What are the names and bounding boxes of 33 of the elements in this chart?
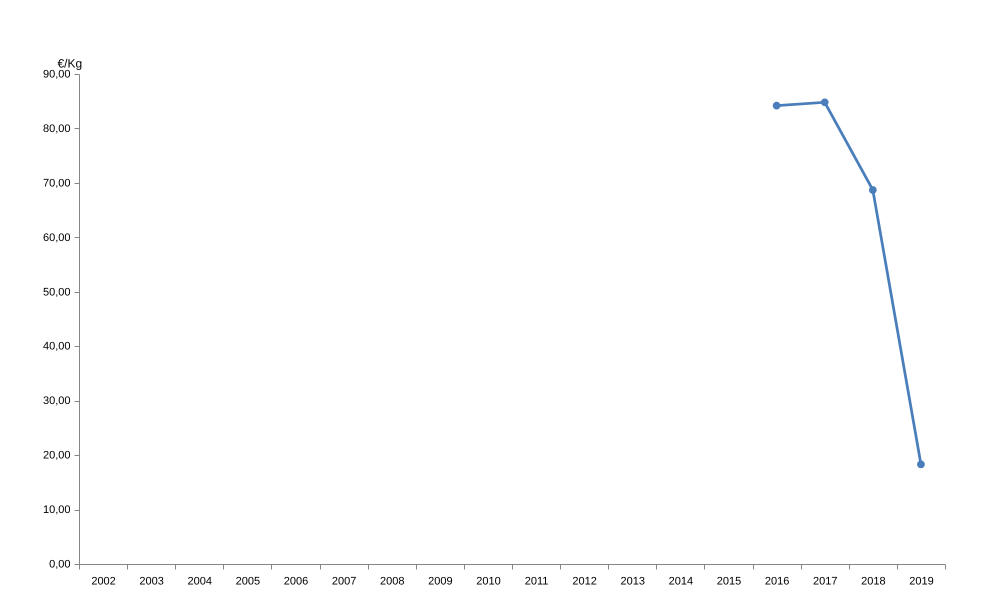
y-axis-title: €/Kg	[58, 56, 82, 70]
y-tick-label: 80,00	[42, 122, 70, 135]
x-tick-label: 2017	[812, 576, 838, 588]
x-tick-label: 2010	[476, 576, 501, 588]
x-tick-label: 2014	[668, 576, 694, 588]
x-tick-label: 2006	[284, 576, 308, 588]
x-tick-label: 2018	[861, 576, 886, 588]
x-tick-label: 2011	[524, 576, 548, 588]
y-tick-label: 70,00	[42, 177, 70, 190]
x-tick-label: 2012	[572, 576, 597, 588]
x-tick-label: 2019	[909, 576, 934, 588]
x-tick-label: 2004	[188, 576, 212, 588]
y-tick-label: 90,00	[42, 68, 70, 80]
y-tick-label: 30,00	[42, 395, 70, 408]
y-tick-label: 50,00	[42, 286, 70, 298]
x-tick-label: 2016	[764, 576, 790, 588]
x-tick-label: 2015	[716, 576, 742, 588]
point	[820, 98, 829, 106]
y-tick-label: 10,00	[42, 504, 70, 516]
x-tick-label: 2002	[91, 576, 116, 588]
y-tick-label: 20,00	[42, 450, 70, 462]
x-tick-label: 2009	[428, 576, 453, 588]
y-tick-label: 0,00	[49, 558, 70, 570]
x-tick-label: 2003	[139, 576, 164, 588]
point	[868, 186, 877, 194]
x-tick-label: 2007	[332, 576, 356, 588]
x-tick-label: 2013	[620, 576, 646, 588]
point	[917, 460, 925, 468]
x-tick-label: 2005	[236, 576, 260, 588]
y-tick-label: 60,00	[42, 232, 70, 244]
x-tick-label: 2008	[380, 576, 404, 588]
y-tick-label: 40,00	[42, 340, 70, 353]
point	[772, 102, 780, 110]
